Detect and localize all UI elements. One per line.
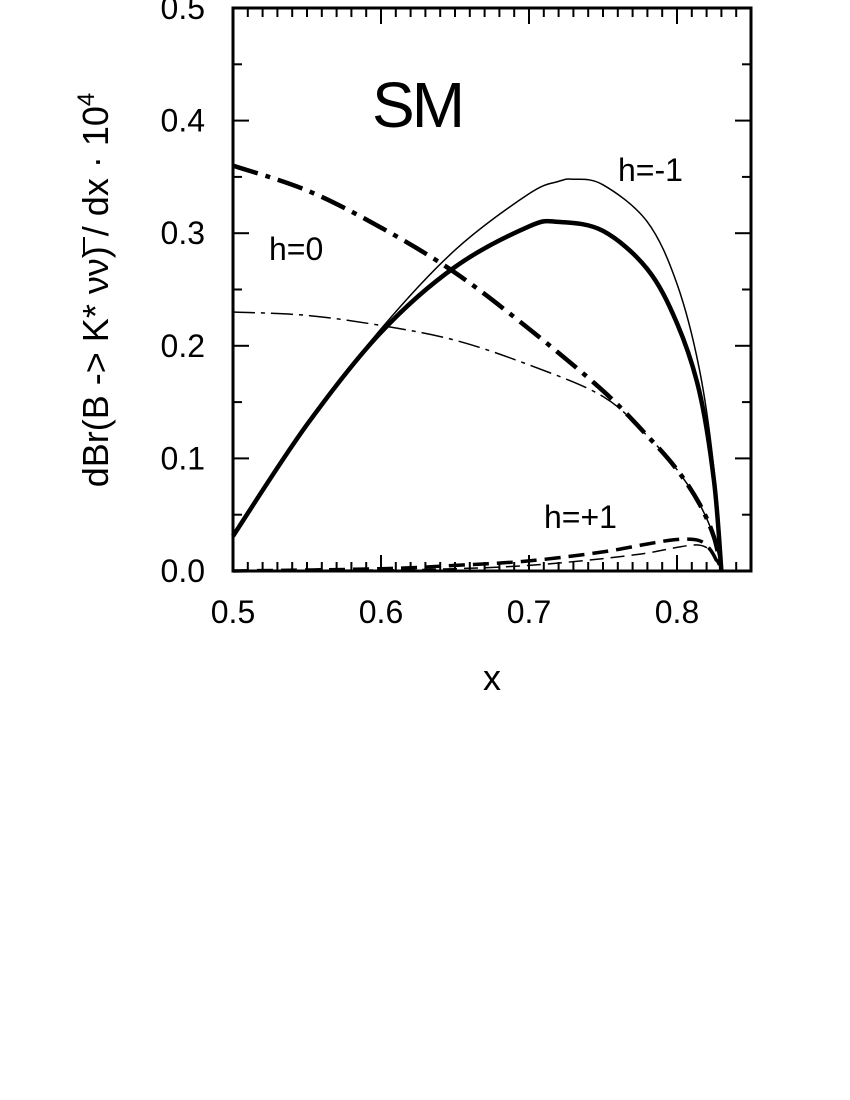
x-tick-label: 0.8 — [655, 594, 699, 630]
x-tick-label: 0.5 — [211, 594, 255, 630]
h-zero-label: h=0 — [269, 231, 323, 267]
y-tick-label: 0.4 — [161, 103, 205, 139]
series-line-h-plus-thin — [232, 544, 723, 572]
y-axis-title-nu1: ν — [75, 276, 116, 294]
series-layer — [231, 163, 724, 573]
tick-labels: 0.5 0.6 0.7 0.8 0.0 0.1 0.2 0.3 0.4 0.5 — [161, 0, 700, 630]
y-axis-title-close: ) / dx · 10 — [75, 106, 116, 258]
plot-frame — [231, 6, 753, 573]
h-minus-label: h=-1 — [618, 152, 683, 188]
series-line-h-zero-thin — [232, 311, 723, 572]
series-line-h-zero-thick — [232, 163, 724, 572]
x-axis-title: x — [483, 657, 501, 698]
y-tick-label: 0.0 — [161, 553, 205, 589]
x-tick-label: 0.7 — [507, 594, 551, 630]
y-tick-label: 0.5 — [161, 0, 205, 26]
model-label: SM — [372, 69, 462, 141]
svg-text:dBr(B -> K* νν) / dx ·: dBr(B -> K* νν) / dx · 104 — [73, 93, 116, 487]
axis-ticks — [232, 7, 752, 572]
y-tick-label: 0.2 — [161, 328, 205, 364]
y-tick-label: 0.3 — [161, 215, 205, 251]
x-tick-label: 0.6 — [359, 594, 403, 630]
y-axis-title-exp: 4 — [73, 93, 100, 106]
series-line-h-plus-thick — [232, 537, 723, 573]
y-axis-title-main: dBr(B -> K* — [75, 294, 116, 487]
y-tick-label: 0.1 — [161, 440, 205, 476]
y-axis-title: dBr(B -> K* νν) / dx · 104 — [73, 93, 116, 487]
series-line-h-minus-thick — [231, 218, 724, 572]
series-line-h-minus-thin — [232, 178, 723, 572]
h-plus-label: h=+1 — [544, 499, 617, 535]
y-axis-title-nu2: ν — [75, 258, 116, 276]
